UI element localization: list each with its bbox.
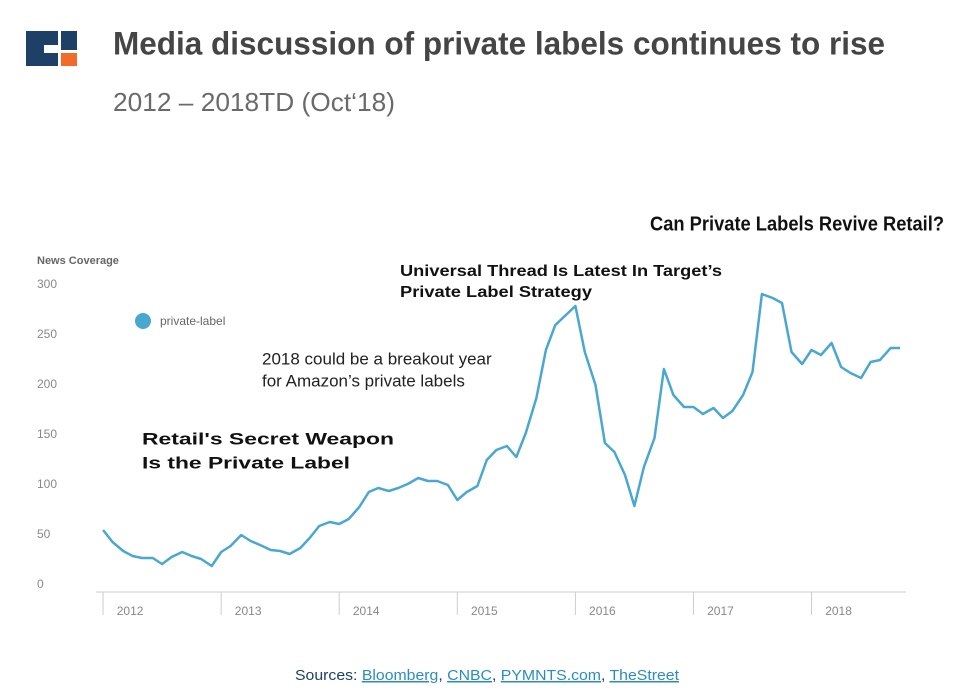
source-link-text[interactable]: TheStreet xyxy=(610,667,680,684)
subtitle: 2012 – 2018TD (Oct‘18) xyxy=(113,87,395,117)
logo-left xyxy=(26,31,58,66)
source-link-text[interactable]: Bloomberg xyxy=(362,667,439,684)
x-tick-label: 2015 xyxy=(471,604,498,618)
y-axis-label: News Coverage xyxy=(37,255,119,267)
annotation: Retail's Secret Weapon xyxy=(142,429,394,448)
x-tick-label: 2018 xyxy=(825,604,852,618)
annotation: Is the Private Label xyxy=(142,453,350,472)
logo xyxy=(26,31,77,66)
logo-accent xyxy=(61,53,77,66)
annotation: Private Label Strategy xyxy=(400,284,592,301)
source-link-text[interactable]: PYMNTS.com xyxy=(501,667,601,684)
annotation: Can Private Labels Revive Retail? xyxy=(650,213,944,235)
y-tick-label: 0 xyxy=(37,577,44,591)
source-link-text[interactable]: CNBC xyxy=(447,667,492,684)
data-line xyxy=(102,292,901,568)
annotation: for Amazon’s private labels xyxy=(262,371,465,390)
y-tick-label: 250 xyxy=(37,327,57,341)
x-tick-label: 2017 xyxy=(707,604,734,618)
y-tick-label: 100 xyxy=(37,477,57,491)
title: Media discussion of private labels conti… xyxy=(113,25,885,61)
annotation: 2018 could be a breakout year xyxy=(262,349,492,368)
source-link[interactable]: PYMNTS.com xyxy=(501,667,601,684)
y-tick-label: 150 xyxy=(37,427,57,441)
y-tick-label: 200 xyxy=(37,377,57,391)
sources-label: Sources: xyxy=(295,667,357,684)
annotation: Universal Thread Is Latest In Target’s xyxy=(400,263,722,280)
source-link[interactable]: CNBC xyxy=(447,667,492,684)
x-tick-label: 2014 xyxy=(353,604,380,618)
x-tick-label: 2016 xyxy=(589,604,616,618)
legend-marker xyxy=(135,313,151,329)
y-tick-label: 50 xyxy=(37,527,51,541)
x-tick-label: 2012 xyxy=(117,604,144,618)
legend-label: private-label xyxy=(160,314,225,328)
y-tick-label: 300 xyxy=(37,277,57,291)
sources: Sources: Bloomberg, CNBC, PYMNTS.com, Th… xyxy=(295,667,680,684)
source-link[interactable]: Bloomberg xyxy=(362,667,439,684)
source-link[interactable]: TheStreet xyxy=(610,667,680,684)
x-tick-label: 2013 xyxy=(235,604,262,618)
logo-top xyxy=(61,31,77,50)
